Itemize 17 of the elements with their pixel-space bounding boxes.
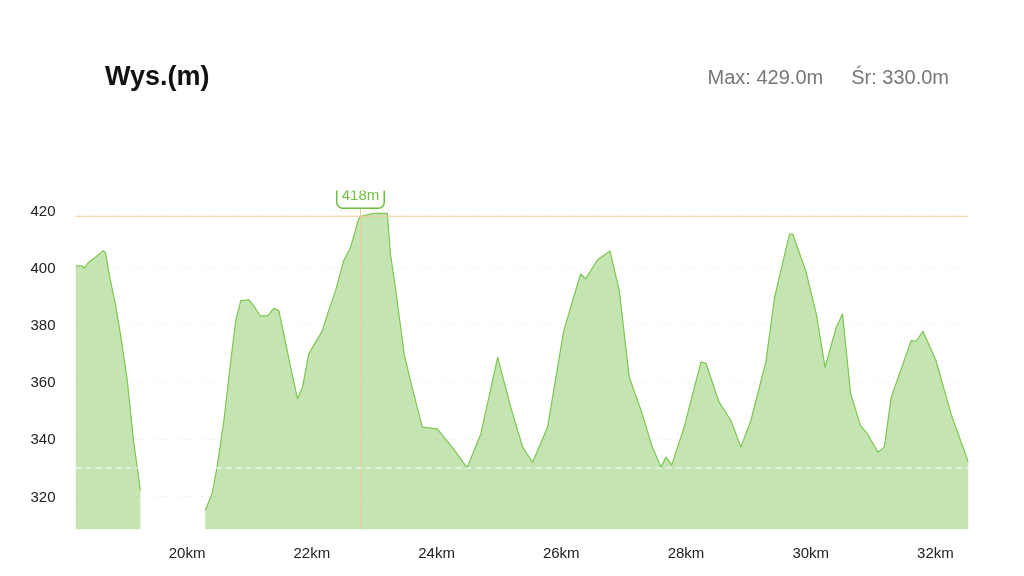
y-tick-label: 360 [30, 373, 56, 391]
y-tick-label: 380 [30, 315, 56, 333]
x-tick-label: 22km [293, 543, 331, 561]
y-tick-label: 340 [30, 430, 56, 448]
x-tick-label: 24km [418, 543, 455, 561]
y-tick-label: 320 [30, 487, 56, 505]
x-tick-label: 26km [542, 543, 580, 561]
y-tick-label: 420 [30, 201, 56, 219]
annotation: 418m [341, 186, 380, 204]
x-tick-label: 30km [792, 543, 830, 561]
text: Max: 429.0m [707, 66, 824, 88]
x-tick-label: 32km [917, 543, 954, 561]
text: Śr: 330.0m [851, 66, 949, 88]
x-tick-label: 28km [667, 543, 705, 561]
chart-title: Wys.(m) [105, 60, 210, 93]
y-tick-label: 400 [30, 258, 56, 276]
x-tick-label: 20km [168, 543, 206, 561]
